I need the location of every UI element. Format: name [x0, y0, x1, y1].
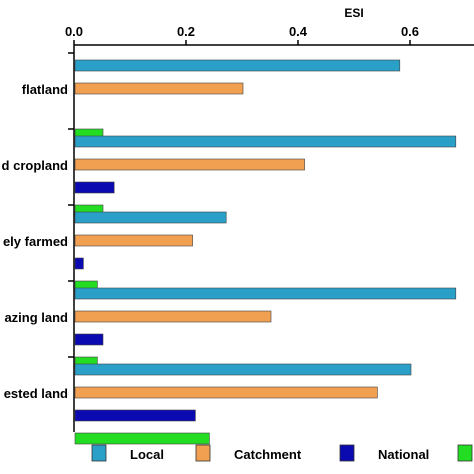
x-tick-label: 0.2	[177, 24, 195, 39]
legend-swatch	[457, 444, 473, 462]
bar-catchment	[74, 310, 272, 323]
legend-swatch	[195, 444, 211, 462]
legend-swatch	[339, 444, 355, 462]
category-label: ested land	[4, 386, 68, 401]
bar-series-4	[74, 432, 210, 445]
bar-local	[74, 59, 401, 72]
bar-catchment	[74, 234, 193, 247]
legend-label: Catchment	[234, 447, 302, 462]
bar-national	[74, 333, 104, 346]
category-label: d cropland	[2, 158, 69, 173]
bar-national	[74, 257, 84, 270]
category-labels: flatland d cropland ely farmed azing land es…	[2, 52, 74, 401]
bar-catchment	[74, 386, 378, 399]
axes: ESI	[73, 6, 474, 432]
x-tick-label: 0.4	[289, 24, 308, 39]
bar-local	[74, 211, 227, 224]
bar-national	[74, 409, 196, 422]
x-ticks: 0.0 0.2 0.4 0.6	[65, 24, 419, 45]
category-label: flatland	[22, 82, 68, 97]
bar-local	[74, 287, 457, 300]
bar-catchment	[74, 158, 305, 171]
legend-swatch	[91, 444, 107, 462]
legend: Local Catchment National	[91, 444, 473, 462]
x-tick-label: 0.6	[401, 24, 419, 39]
category-label: ely farmed	[3, 234, 68, 249]
legend-label: Local	[130, 447, 164, 462]
category-label: azing land	[4, 310, 68, 325]
bar-local	[74, 135, 457, 148]
bar-local	[74, 363, 412, 376]
bar-catchment	[74, 82, 244, 95]
x-tick-label: 0.0	[65, 24, 83, 39]
bar-national	[74, 181, 115, 194]
x-axis-title: ESI	[344, 6, 363, 20]
legend-label: National	[378, 447, 429, 462]
bars	[74, 59, 457, 445]
